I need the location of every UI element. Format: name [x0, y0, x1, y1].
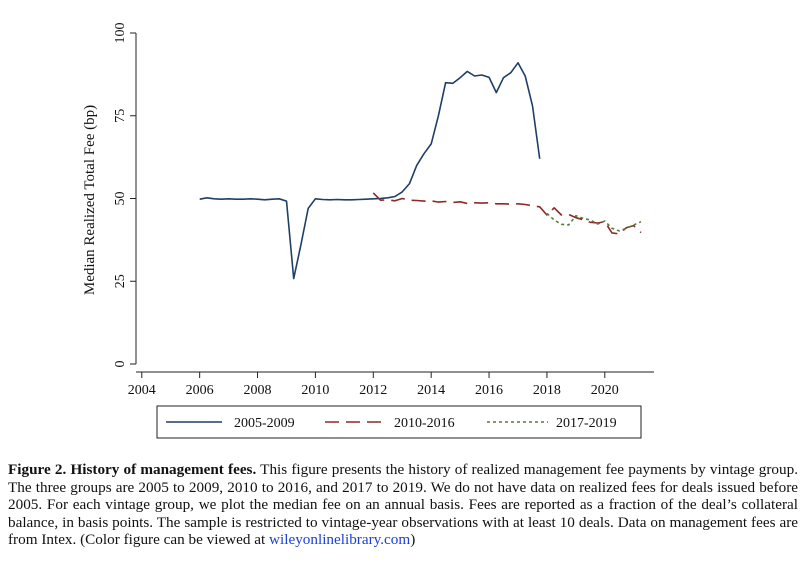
x-tick-label: 2010: [301, 383, 329, 398]
x-axis: 2004 2006 2008 2010 2012 2014 2016 2018 2020: [128, 371, 654, 398]
x-tick-label: 2012: [359, 383, 387, 398]
legend-box: [156, 405, 642, 439]
caption-body: This figure presents the history of real…: [8, 461, 798, 549]
y-tick-label: 0: [113, 361, 128, 368]
x-tick-label: 2008: [244, 383, 272, 398]
y-tick-label: 25: [113, 274, 128, 288]
y-tick-label: 50: [113, 192, 128, 206]
y-tick-label: 100: [113, 23, 128, 44]
x-tick-label: 2006: [186, 383, 214, 398]
x-tick-label: 2018: [533, 383, 561, 398]
y-axis: 0 25 50 75 100: [113, 23, 137, 368]
y-tick-label: 75: [113, 109, 128, 123]
series-layer: [199, 61, 642, 280]
caption-label: Figure 2. History of management fees.: [8, 461, 257, 478]
caption-link[interactable]: wileyonlinelibrary.com: [269, 531, 411, 549]
legend-label: 2005-2009: [234, 416, 295, 431]
legend-label: 2017-2019: [556, 416, 617, 431]
caption-end: ): [410, 531, 416, 549]
x-tick-label: 2020: [591, 383, 619, 398]
y-axis-title: Median Realized Total Fee (bp): [82, 105, 98, 295]
x-tick-label: 2016: [475, 383, 503, 398]
x-tick-label: 2014: [417, 383, 445, 398]
series-line-2010-2016: [372, 192, 642, 235]
figure-caption: Figure 2. History of management fees. Th…: [8, 461, 798, 549]
x-tick-label: 2004: [128, 383, 156, 398]
series-line-2017-2019: [546, 212, 642, 232]
legend: 2005-2009 2010-2016 2017-2019: [156, 405, 642, 439]
legend-label: 2010-2016: [394, 416, 455, 431]
series-line-2005-2009: [199, 61, 541, 280]
